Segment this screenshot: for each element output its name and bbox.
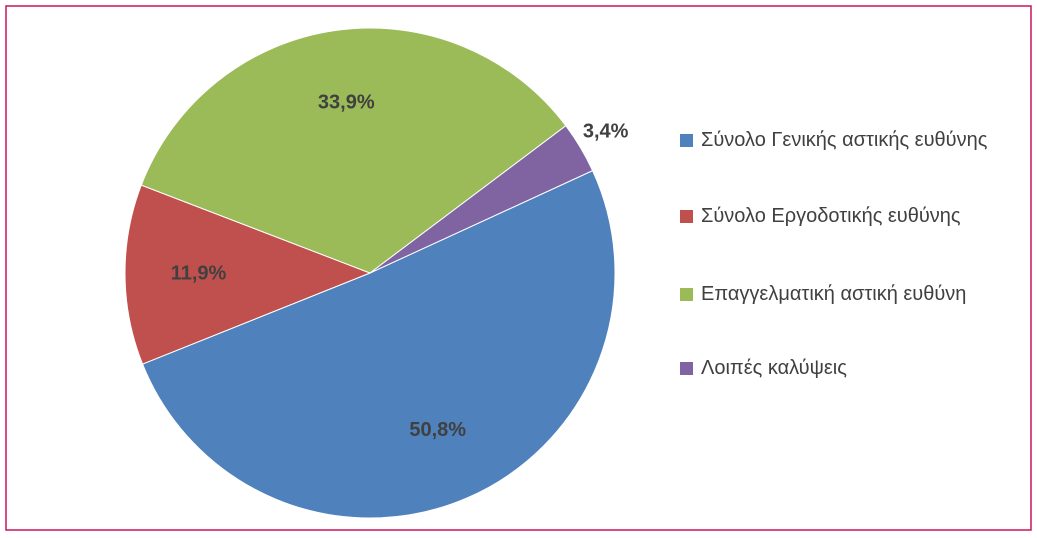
legend-entry: Σύνολο Γενικής αστικής ευθύνης — [680, 124, 1020, 156]
legend-entry: Επαγγελματική αστική ευθύνη — [680, 278, 1020, 310]
data-label: 50,8% — [409, 419, 466, 441]
data-label: 11,9% — [171, 262, 227, 284]
pie-slice — [140, 27, 567, 274]
legend-label: Λοιπές καλύψεις — [701, 357, 847, 379]
legend-entry: Σύνολο Εργοδοτικής ευθύνης — [680, 200, 1020, 232]
data-label: 33,9% — [318, 91, 375, 113]
legend-swatch — [680, 288, 693, 301]
legend-label: Σύνολο Γενικής αστικής ευθύνης — [701, 129, 988, 151]
pie-slice — [369, 125, 594, 274]
legend-entry: Λοιπές καλύψεις — [680, 352, 1020, 384]
frame — [5, 5, 1032, 531]
legend-swatch — [680, 362, 693, 375]
pie-slice — [124, 184, 372, 365]
legend-swatch — [680, 134, 693, 147]
legend-label: Σύνολο Εργοδοτικής ευθύνης — [701, 205, 961, 227]
legend-label: Επαγγελματική αστική ευθύνη — [701, 283, 967, 305]
pie-slice — [141, 169, 616, 519]
data-label: 3,4% — [583, 121, 629, 143]
legend-swatch — [680, 210, 693, 223]
